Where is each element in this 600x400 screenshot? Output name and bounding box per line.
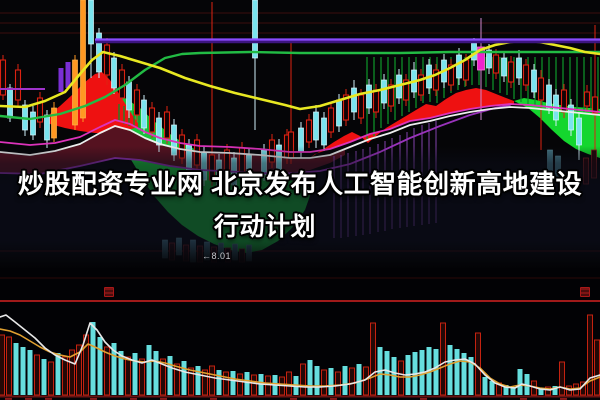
headline-line-2: 行动计划	[213, 213, 316, 241]
price-axis-annotation: ←8.01	[202, 251, 232, 261]
event-marker-icon	[104, 287, 114, 297]
news-headline: 炒股配资专业网 北京发布人工智能创新高地建设 行动计划	[0, 163, 600, 249]
headline-line-1: 炒股配资专业网 北京发布人工智能创新高地建设	[17, 169, 583, 199]
event-marker-icon	[580, 287, 590, 297]
